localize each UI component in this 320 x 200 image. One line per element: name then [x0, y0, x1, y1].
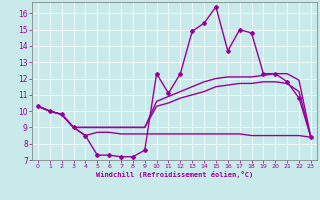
X-axis label: Windchill (Refroidissement éolien,°C): Windchill (Refroidissement éolien,°C) [96, 171, 253, 178]
